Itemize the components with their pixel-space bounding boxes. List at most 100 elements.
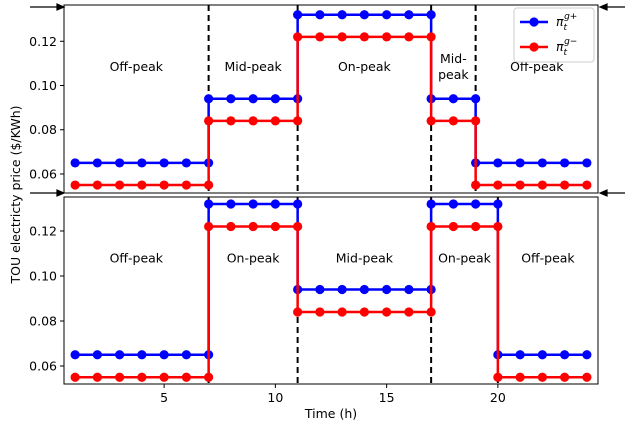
marker <box>92 180 102 190</box>
marker <box>137 372 147 382</box>
period-label: On-peak <box>338 59 392 74</box>
marker <box>537 372 547 382</box>
plot-area <box>63 196 599 385</box>
legend-label: πtg− <box>556 37 577 58</box>
marker <box>515 180 525 190</box>
legend-box <box>513 7 595 63</box>
edge-arrows <box>30 3 625 197</box>
marker <box>515 350 525 360</box>
marker <box>426 116 436 126</box>
series-line <box>75 202 587 356</box>
marker <box>493 158 503 168</box>
marker <box>115 372 125 382</box>
x-tick-label: 15 <box>379 390 395 405</box>
marker <box>537 180 547 190</box>
period-label: Off-peak <box>521 251 575 266</box>
legend-sub: t <box>564 23 568 33</box>
marker <box>226 94 236 104</box>
marker <box>248 94 258 104</box>
marker <box>226 221 236 232</box>
marker <box>70 350 80 360</box>
marker <box>404 10 414 20</box>
period-label: Mid-peak <box>225 59 283 74</box>
marker <box>70 372 80 382</box>
marker <box>315 32 325 42</box>
marker <box>537 158 547 168</box>
y-tick-label: 0.08 <box>29 313 57 328</box>
marker <box>359 10 369 20</box>
marker <box>471 199 481 209</box>
marker <box>448 94 458 104</box>
marker <box>359 284 369 295</box>
marker <box>493 221 503 232</box>
marker <box>293 10 303 20</box>
marker <box>493 199 503 209</box>
marker <box>404 32 414 42</box>
legend-marker <box>529 42 539 52</box>
marker <box>582 180 592 190</box>
marker <box>582 372 592 382</box>
marker <box>293 116 303 126</box>
marker <box>315 10 325 20</box>
legend-marker <box>529 17 539 27</box>
marker <box>448 116 458 126</box>
marker <box>293 199 303 209</box>
marker <box>515 158 525 168</box>
marker <box>337 32 347 42</box>
marker <box>426 307 436 317</box>
marker <box>560 372 570 382</box>
marker <box>471 116 481 126</box>
period-label: Mid- <box>440 51 467 66</box>
x-tick-label: 10 <box>267 390 283 405</box>
y-tick-label: 0.12 <box>29 223 57 238</box>
y-tick-label: 0.10 <box>29 268 57 283</box>
marker <box>426 10 436 20</box>
marker <box>92 158 102 168</box>
marker <box>404 284 414 295</box>
legend: πtg+ πtg− <box>513 7 595 63</box>
marker <box>115 180 125 190</box>
period-label: Off-peak <box>510 59 564 74</box>
marker <box>382 10 392 20</box>
marker <box>270 116 280 126</box>
marker <box>493 372 503 382</box>
marker <box>293 307 303 317</box>
marker <box>293 221 303 232</box>
legend-sub: t <box>564 48 568 58</box>
y-tick-label: 0.08 <box>29 122 57 137</box>
marker <box>315 284 325 295</box>
period-label: On-peak <box>227 251 281 266</box>
y-tick-label: 0.10 <box>29 78 57 93</box>
marker <box>137 180 147 190</box>
legend-sup: g+ <box>564 12 577 22</box>
marker <box>137 158 147 168</box>
legend-label: πtg+ <box>556 12 577 33</box>
marker <box>204 94 214 104</box>
marker <box>115 158 125 168</box>
series-line <box>75 13 587 165</box>
marker <box>315 307 325 317</box>
marker <box>293 32 303 42</box>
marker <box>270 94 280 104</box>
y-axis-label: TOU electricty price ($/KWh) <box>8 105 23 284</box>
marker <box>181 350 191 360</box>
marker <box>226 199 236 209</box>
x-axis-label: Time (h) <box>304 406 357 421</box>
marker <box>159 180 169 190</box>
marker <box>337 284 347 295</box>
period-label: On-peak <box>438 251 492 266</box>
marker <box>471 94 481 104</box>
marker <box>270 199 280 209</box>
marker <box>204 199 214 209</box>
legend-sup: g− <box>564 37 577 47</box>
marker <box>70 158 80 168</box>
period-label: Off-peak <box>110 251 164 266</box>
marker <box>115 350 125 360</box>
marker <box>204 221 214 232</box>
marker <box>92 350 102 360</box>
marker <box>204 116 214 126</box>
marker <box>426 199 436 209</box>
marker <box>181 372 191 382</box>
marker <box>181 158 191 168</box>
